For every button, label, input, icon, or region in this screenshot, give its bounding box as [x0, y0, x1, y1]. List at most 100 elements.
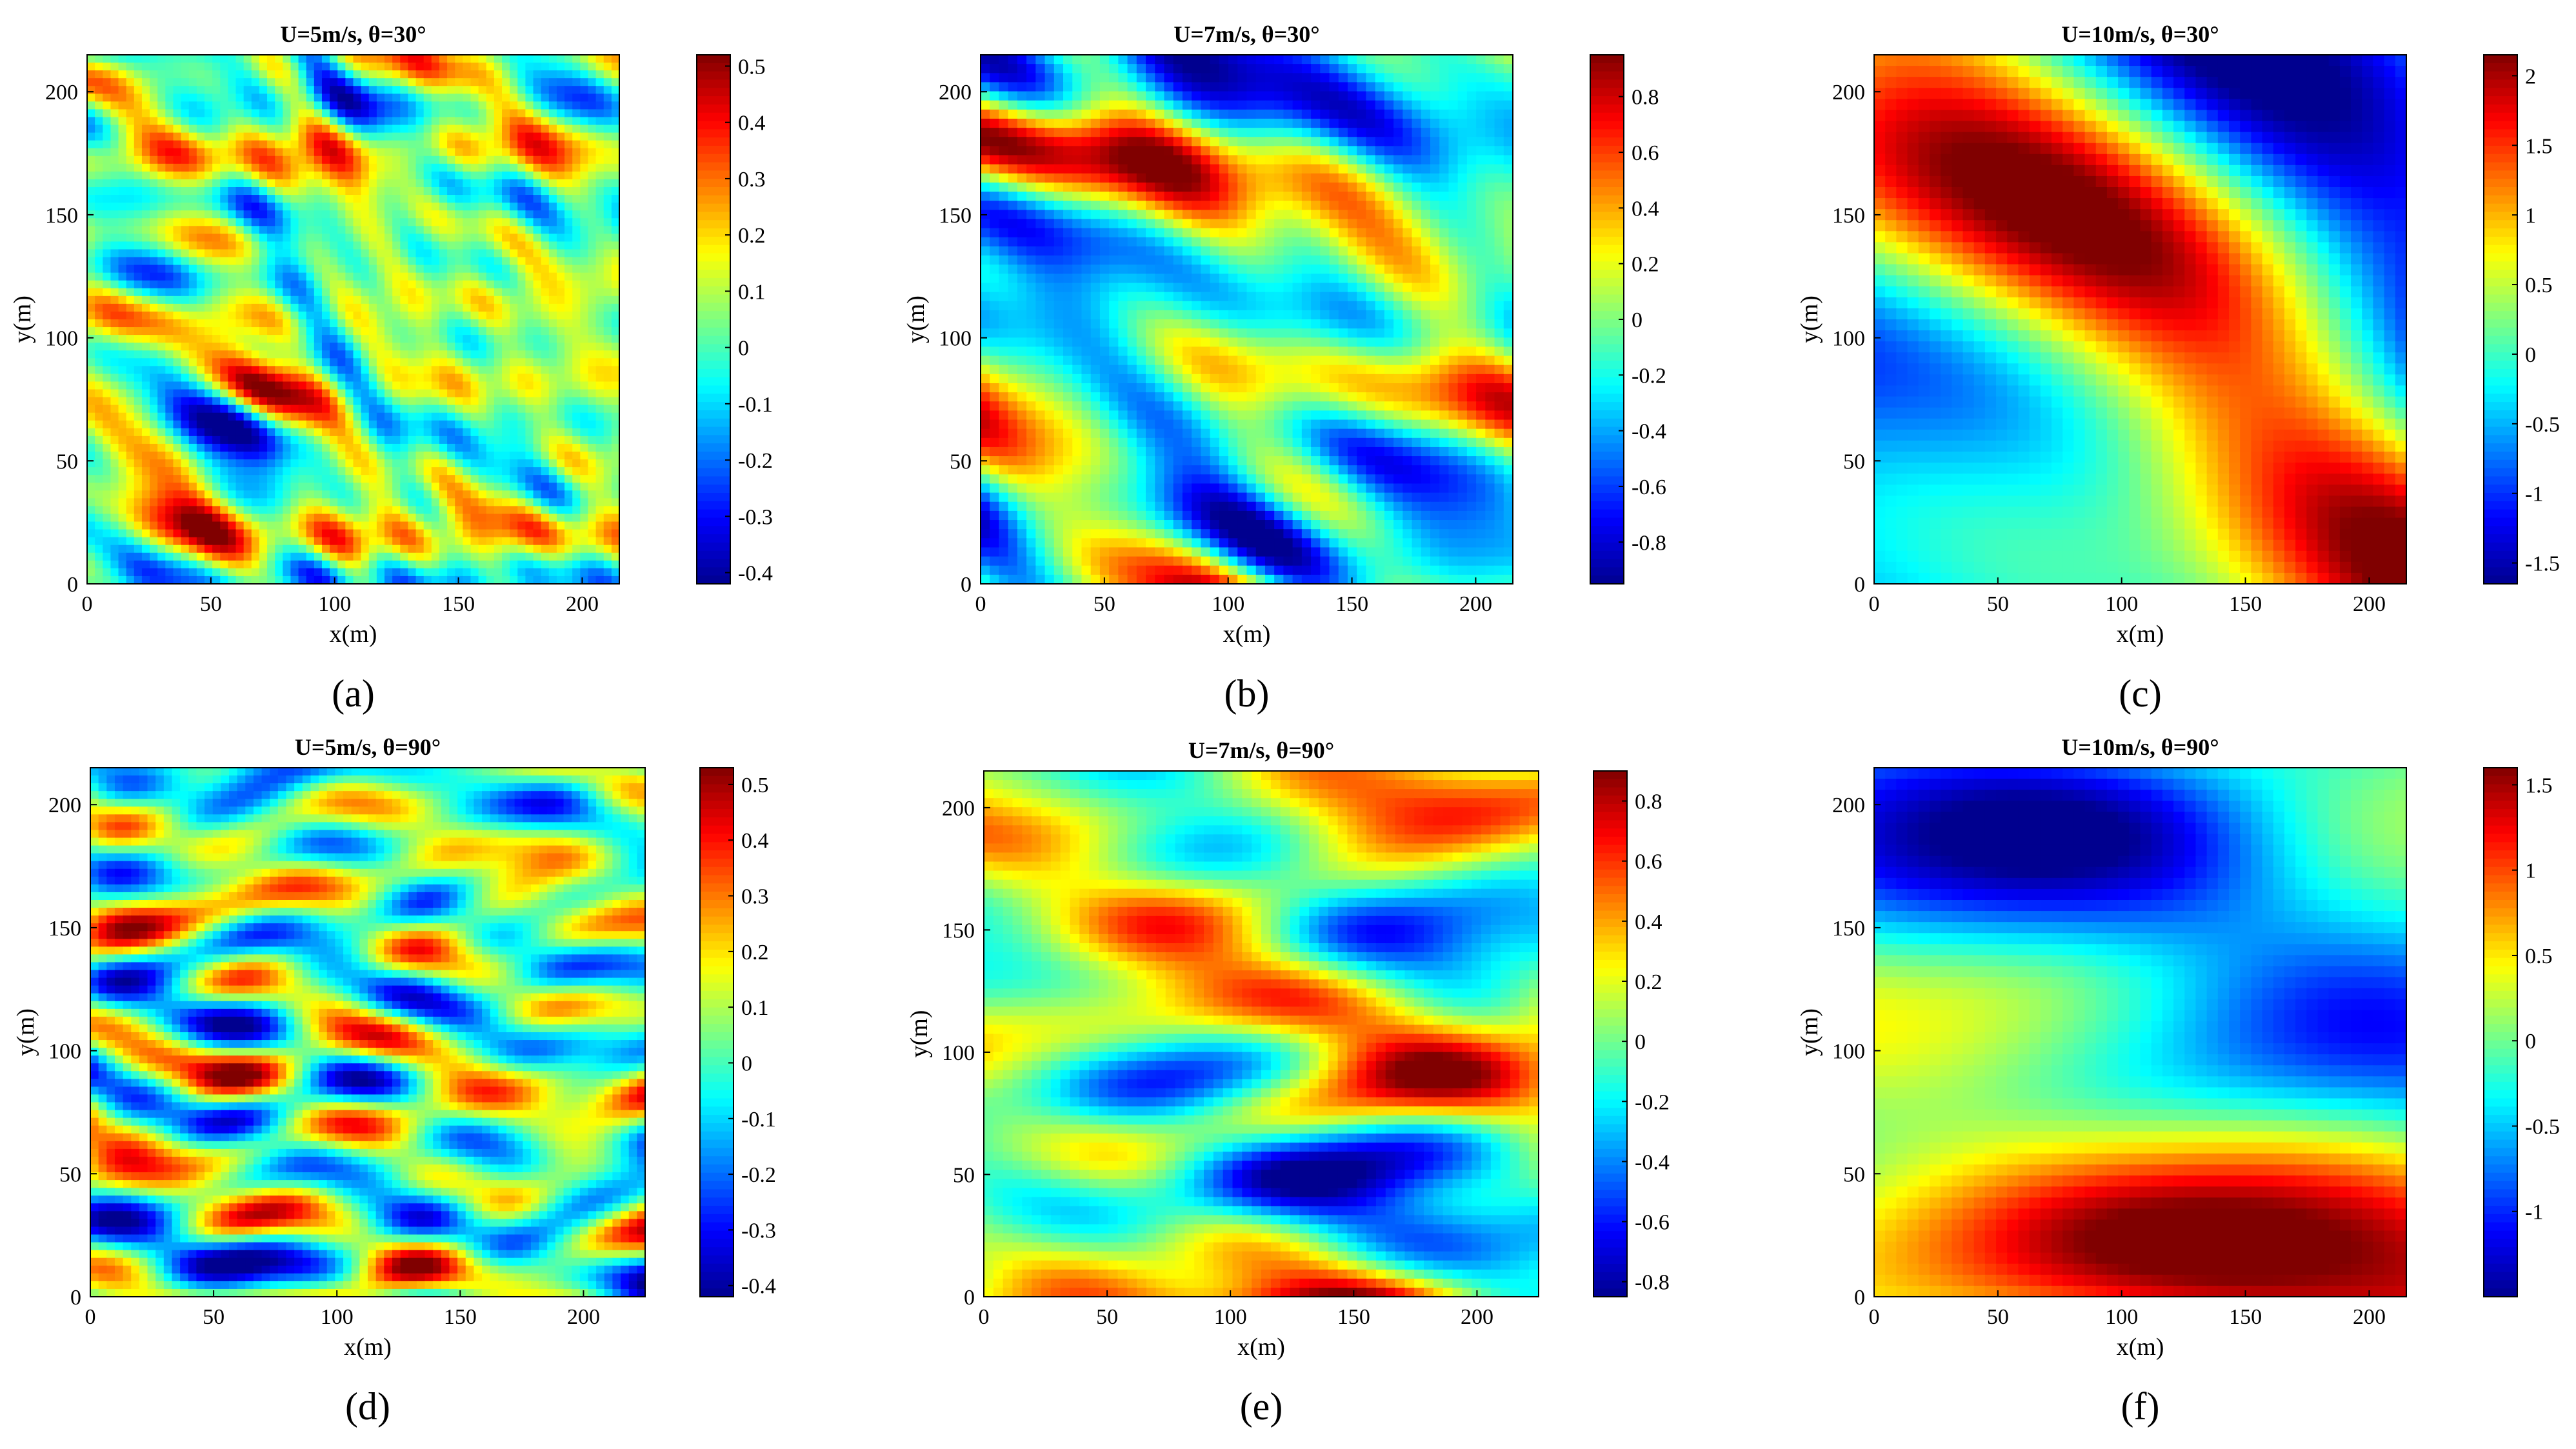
heatmap-cell — [337, 63, 346, 71]
heatmap-cell — [408, 475, 417, 483]
heatmap-cell — [353, 117, 362, 126]
colorbar-segment — [697, 137, 730, 146]
heatmap-cell — [259, 86, 268, 94]
heatmap-cell — [173, 117, 182, 126]
heatmap-cell — [525, 55, 534, 63]
heatmap-cell — [251, 575, 260, 585]
heatmap-cell — [368, 125, 377, 134]
heatmap-cell — [103, 265, 111, 274]
heatmap-cell — [572, 86, 581, 94]
heatmap-cell — [463, 568, 472, 577]
heatmap-cell — [548, 529, 557, 538]
heatmap-cell — [290, 397, 299, 406]
heatmap-cell — [611, 140, 620, 149]
heatmap-cell — [181, 435, 190, 445]
heatmap-cell — [400, 475, 409, 483]
heatmap-cell — [572, 475, 581, 483]
heatmap-cell — [204, 405, 213, 414]
heatmap-cell — [337, 467, 346, 475]
heatmap-cell — [212, 234, 221, 243]
heatmap-cell — [494, 443, 503, 452]
colorbar-segment — [697, 170, 730, 179]
heatmap-cell — [321, 350, 330, 359]
heatmap-cell — [572, 171, 581, 180]
heatmap-cell — [290, 420, 299, 429]
heatmap-cell — [588, 389, 597, 398]
colorbar-tick-label: -0.4 — [738, 562, 773, 586]
heatmap-cell — [447, 241, 455, 250]
heatmap-cell — [267, 521, 275, 530]
heatmap-cell — [150, 575, 158, 585]
heatmap-cell — [196, 109, 205, 118]
heatmap-cell — [267, 575, 275, 585]
heatmap-cell — [556, 86, 565, 94]
heatmap-cell — [1182, 64, 1192, 74]
heatmap-cell — [330, 350, 338, 359]
heatmap-cell — [431, 195, 440, 203]
heatmap-cell — [95, 140, 103, 149]
heatmap-cell — [494, 257, 503, 266]
heatmap-cell — [392, 374, 401, 383]
heatmap-cell — [118, 483, 127, 491]
heatmap-cell — [431, 552, 440, 561]
heatmap-cell — [235, 257, 245, 266]
heatmap-cell — [337, 428, 346, 437]
heatmap-cell — [384, 459, 393, 468]
heatmap-cell — [572, 327, 581, 335]
heatmap-cell — [368, 529, 377, 538]
heatmap-cell — [384, 249, 393, 258]
heatmap-cell — [415, 552, 424, 561]
heatmap-cell — [126, 350, 135, 359]
heatmap-cell — [251, 55, 260, 63]
heatmap-cell — [103, 70, 111, 79]
heatmap-cell — [478, 405, 487, 414]
heatmap-cell — [400, 521, 409, 530]
heatmap-cell — [408, 560, 417, 569]
heatmap-cell — [118, 163, 127, 172]
heatmap-cell — [220, 560, 228, 569]
heatmap-cell — [415, 537, 424, 546]
heatmap-cell — [447, 521, 455, 530]
heatmap-cell — [502, 109, 510, 118]
heatmap-cell — [548, 288, 557, 297]
heatmap-cell — [478, 475, 487, 483]
heatmap-cell — [1099, 82, 1110, 92]
heatmap-cell — [87, 295, 95, 305]
heatmap-cell — [423, 514, 432, 523]
heatmap-cell — [337, 521, 346, 530]
heatmap-cell — [541, 545, 550, 554]
heatmap-cell — [361, 171, 370, 180]
heatmap-cell — [400, 70, 409, 79]
heatmap-cell — [188, 343, 197, 351]
heatmap-cell — [361, 374, 370, 383]
heatmap-cell — [337, 575, 346, 585]
heatmap-cell — [392, 537, 401, 546]
x-tick-label: 150 — [442, 592, 475, 616]
heatmap-cell — [283, 358, 292, 366]
heatmap-cell — [337, 452, 346, 460]
heatmap-cell — [134, 155, 143, 165]
heatmap-cell — [330, 303, 338, 312]
heatmap-cell — [611, 552, 620, 561]
heatmap-cell — [165, 94, 174, 102]
heatmap-cell — [510, 514, 518, 523]
heatmap-cell — [173, 420, 182, 429]
heatmap-cell — [439, 568, 448, 577]
heatmap-cell — [290, 210, 299, 219]
heatmap-cell — [517, 521, 526, 530]
heatmap-cell — [103, 343, 111, 351]
heatmap-cell — [400, 452, 409, 460]
heatmap-cell — [134, 483, 143, 491]
heatmap-cell — [259, 55, 268, 63]
heatmap-cell — [134, 389, 143, 398]
heatmap-cell — [392, 195, 401, 203]
heatmap-cell — [1457, 73, 1468, 83]
heatmap-cell — [181, 420, 190, 429]
heatmap-cell — [188, 575, 197, 585]
heatmap-cell — [588, 397, 597, 406]
heatmap-cell — [212, 203, 221, 211]
heatmap-cell — [306, 521, 315, 530]
heatmap-cell — [447, 545, 455, 554]
heatmap-cell — [455, 179, 463, 188]
